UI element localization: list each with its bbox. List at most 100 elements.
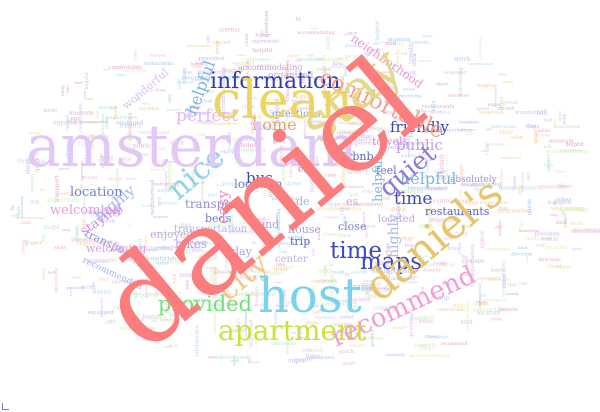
noise-word: friendly xyxy=(415,343,438,349)
noise-word: accommodating xyxy=(546,149,588,155)
noise-word: transport xyxy=(345,184,365,189)
noise-word: super xyxy=(266,271,283,277)
cloud-word: host xyxy=(258,268,362,324)
noise-word: supermarket xyxy=(251,40,279,45)
noise-word: highly xyxy=(298,325,303,338)
noise-word: time xyxy=(326,172,337,178)
noise-word: beds xyxy=(71,275,81,280)
noise-word: super xyxy=(559,185,573,190)
noise-word: directions xyxy=(491,124,516,130)
cloud-word: friendly xyxy=(390,118,449,136)
noise-word: location xyxy=(223,138,241,143)
noise-word: museum xyxy=(155,292,177,298)
noise-word: cozy xyxy=(396,138,407,143)
noise-word: restaurants xyxy=(465,301,471,330)
noise-word: cozy xyxy=(550,213,559,217)
noise-word: shops xyxy=(365,294,382,300)
noise-word: restaurants xyxy=(144,273,149,298)
noise-word: bed xyxy=(349,193,360,199)
cloud-word: highly xyxy=(386,214,402,258)
noise-word: trip xyxy=(439,295,450,301)
noise-word: time xyxy=(553,118,557,126)
noise-word: equipped xyxy=(546,153,550,171)
noise-word: de xyxy=(461,260,468,266)
noise-word: transportation xyxy=(70,119,100,124)
noise-word: bikes xyxy=(368,126,383,132)
noise-word: public xyxy=(133,144,152,150)
noise-word: enjoyed xyxy=(29,174,35,192)
cloud-word: trip xyxy=(290,235,310,248)
noise-word: close xyxy=(338,226,352,232)
noise-word: wonderful xyxy=(424,262,454,268)
noise-word: maps xyxy=(458,164,464,178)
cloud-word: location xyxy=(70,185,123,200)
noise-word: comfortable xyxy=(437,307,465,313)
noise-word: experience xyxy=(480,200,507,206)
noise-word: neighborhood xyxy=(161,246,201,252)
noise-word: bikes xyxy=(263,182,269,196)
noise-word: quick xyxy=(339,349,355,355)
noise-word: transport xyxy=(410,315,436,321)
noise-word: welcoming xyxy=(458,67,464,97)
noise-word: kind xyxy=(135,317,144,322)
noise-word: located xyxy=(426,160,430,172)
noise-word: street xyxy=(304,83,308,95)
noise-word: de xyxy=(251,241,257,246)
noise-word: safe xyxy=(312,309,324,315)
noise-word: bikes xyxy=(180,299,193,305)
noise-word: stay xyxy=(392,40,405,47)
noise-word: walk xyxy=(173,273,178,284)
noise-word: public xyxy=(401,153,417,159)
noise-word: welcoming xyxy=(153,181,180,187)
noise-word: airbnb xyxy=(211,302,225,307)
noise-word: breakfast xyxy=(156,246,172,250)
noise-word: la xyxy=(10,205,16,211)
noise-word: museum xyxy=(299,57,324,63)
noise-word: shops xyxy=(25,158,31,175)
noise-word: highly xyxy=(193,298,209,304)
noise-word: trip xyxy=(426,208,431,216)
noise-word: ride xyxy=(204,89,214,95)
noise-word: stay xyxy=(507,282,517,288)
noise-word: transportation xyxy=(479,110,505,114)
noise-word: cozy xyxy=(198,273,204,287)
noise-word: maps xyxy=(44,224,60,231)
noise-word: tram xyxy=(29,131,41,137)
noise-word: street xyxy=(403,87,415,92)
noise-word: experience xyxy=(106,115,138,121)
noise-word: shops xyxy=(378,129,394,135)
noise-word: bed xyxy=(208,192,218,198)
noise-word: est xyxy=(373,41,380,47)
noise-word: restaurants xyxy=(458,128,477,132)
noise-word: helpful xyxy=(84,72,90,90)
noise-word: provided xyxy=(333,298,353,304)
noise-word: provided xyxy=(259,77,278,82)
noise-word: stay xyxy=(401,235,414,242)
noise-word: directions xyxy=(511,251,532,256)
noise-word: home xyxy=(240,142,257,149)
noise-word: highly xyxy=(294,94,310,100)
cloud-word: easy xyxy=(214,189,232,224)
noise-word: amsterdam xyxy=(288,106,315,112)
noise-word: wonderful xyxy=(519,228,540,233)
noise-word: highly xyxy=(321,67,331,71)
noise-word: super xyxy=(288,358,305,365)
noise-word: la xyxy=(461,253,465,259)
noise-word: cozy xyxy=(62,227,71,232)
noise-word: ride xyxy=(323,264,329,276)
noise-word: home xyxy=(308,119,322,125)
noise-word: quiet xyxy=(81,284,97,290)
noise-word: located xyxy=(223,253,228,268)
noise-word: experience xyxy=(80,161,84,181)
noise-word: house xyxy=(69,287,73,296)
noise-word: short xyxy=(54,246,66,251)
noise-word: location xyxy=(254,337,258,349)
noise-word: quiet xyxy=(11,213,20,217)
noise-word: supermarket xyxy=(460,120,481,124)
noise-word: lovely xyxy=(225,27,234,31)
noise-word: nice xyxy=(337,56,344,60)
noise-word: welcoming xyxy=(245,58,250,81)
noise-word: time xyxy=(466,201,478,207)
noise-word: transportation xyxy=(261,216,266,247)
noise-word: lovely xyxy=(433,261,448,267)
